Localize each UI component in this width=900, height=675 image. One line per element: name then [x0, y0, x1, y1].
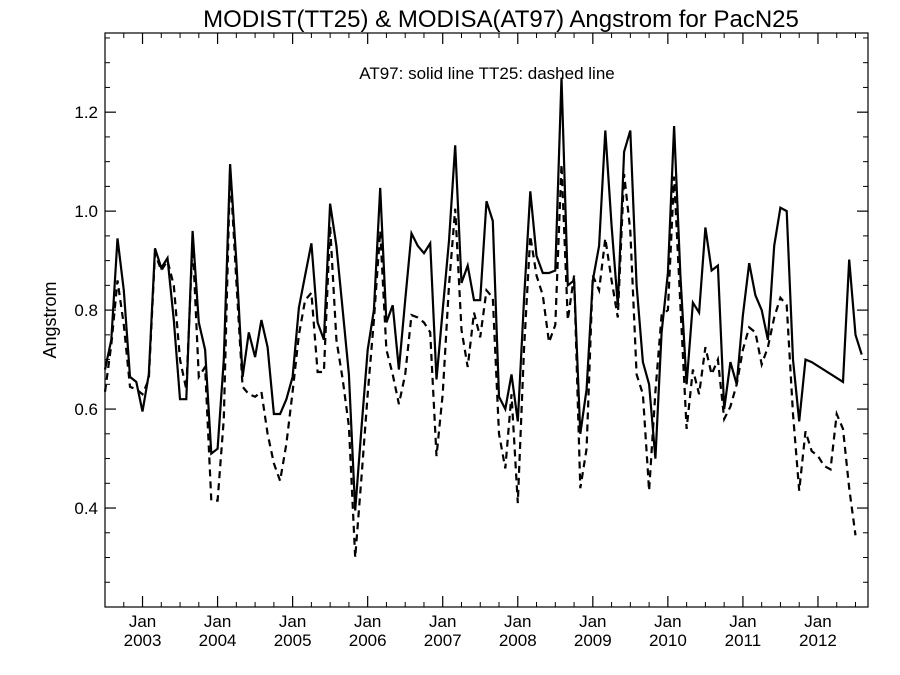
y-tick-label: 0.6 [74, 400, 98, 419]
x-tick-year-label: 2004 [199, 631, 237, 650]
x-tick-year-label: 2012 [799, 631, 837, 650]
series-style-annotation: AT97: solid line TT25: dashed line [359, 64, 614, 83]
series-line-tt25 [103, 164, 857, 558]
chart-title: MODIST(TT25) & MODISA(AT97) Angstrom for… [203, 6, 799, 33]
x-tick-year-label: 2005 [274, 631, 312, 650]
y-tick-label: 1.2 [74, 103, 98, 122]
x-tick-month-label: Jan [129, 612, 156, 631]
plot-frame [104, 32, 869, 608]
x-tick-year-label: 2003 [124, 631, 162, 650]
x-tick-year-label: 2011 [725, 631, 762, 650]
x-tick-year-label: 2009 [574, 631, 612, 650]
x-tick-month-label: Jan [429, 612, 456, 631]
x-tick-month-label: Jan [279, 612, 306, 631]
y-tick-label: 0.8 [74, 301, 98, 320]
x-tick-month-label: Jan [579, 612, 606, 631]
y-axis-label: Angstrom [40, 281, 60, 358]
x-tick-year-label: 2008 [499, 631, 537, 650]
x-tick-year-label: 2010 [649, 631, 687, 650]
x-tick-year-label: 2006 [349, 631, 387, 650]
x-tick-year-label: 2007 [424, 631, 462, 650]
x-tick-month-label: Jan [504, 612, 531, 631]
y-tick-label: 0.4 [74, 499, 98, 518]
x-tick-month-label: Jan [654, 612, 681, 631]
axis-ticks [104, 33, 868, 608]
x-tick-month-label: Jan [729, 612, 756, 631]
x-tick-month-label: Jan [204, 612, 231, 631]
x-tick-month-label: Jan [354, 612, 381, 631]
series-layer [103, 77, 863, 558]
tick-labels: 0.40.60.81.01.2Jan2003Jan2004Jan2005Jan2… [74, 103, 837, 650]
y-tick-label: 1.0 [74, 202, 98, 221]
x-tick-month-label: Jan [804, 612, 831, 631]
series-line-at97 [103, 77, 863, 511]
